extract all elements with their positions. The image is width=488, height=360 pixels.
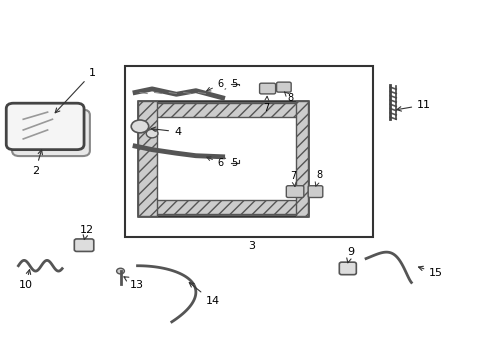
- FancyBboxPatch shape: [74, 239, 94, 251]
- FancyBboxPatch shape: [286, 186, 303, 198]
- Text: 6: 6: [206, 157, 224, 168]
- Text: 10: 10: [19, 270, 33, 290]
- Text: 5: 5: [224, 78, 237, 89]
- Text: 13: 13: [123, 277, 144, 290]
- Circle shape: [146, 129, 158, 138]
- Text: 7: 7: [263, 96, 269, 113]
- Text: 5: 5: [224, 158, 237, 168]
- Text: 9: 9: [346, 247, 353, 263]
- FancyBboxPatch shape: [307, 186, 322, 198]
- Text: 15: 15: [418, 266, 442, 278]
- Bar: [295, 102, 307, 216]
- Text: 8: 8: [284, 92, 293, 103]
- Bar: [137, 102, 157, 216]
- Bar: [137, 103, 307, 117]
- Text: 3: 3: [248, 241, 255, 251]
- Text: 14: 14: [189, 283, 219, 306]
- FancyBboxPatch shape: [276, 82, 290, 92]
- Text: 4: 4: [151, 127, 181, 137]
- Bar: [137, 200, 307, 214]
- Text: 1: 1: [55, 68, 96, 113]
- FancyBboxPatch shape: [12, 110, 90, 156]
- Text: 7: 7: [289, 171, 296, 186]
- Circle shape: [131, 120, 148, 133]
- Bar: [137, 102, 307, 216]
- Text: 12: 12: [79, 225, 93, 239]
- Text: 2: 2: [32, 150, 42, 176]
- Text: 6: 6: [206, 79, 224, 91]
- FancyBboxPatch shape: [6, 103, 84, 150]
- Text: 8: 8: [315, 170, 322, 186]
- Text: 11: 11: [396, 100, 430, 111]
- FancyBboxPatch shape: [339, 262, 356, 275]
- Bar: [125, 66, 372, 237]
- Circle shape: [116, 268, 124, 274]
- FancyBboxPatch shape: [259, 83, 275, 94]
